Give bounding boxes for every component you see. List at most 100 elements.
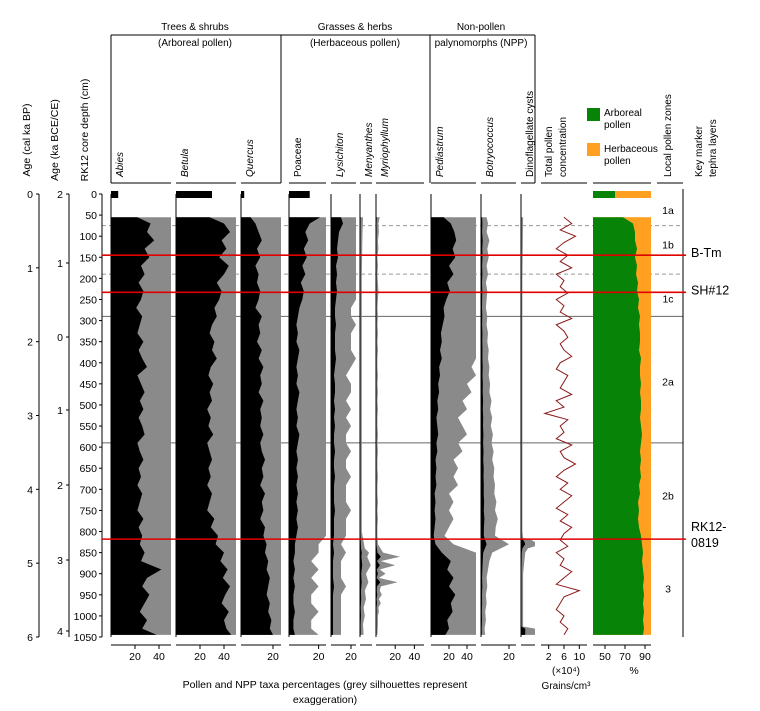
depth-tick-label: 600 <box>79 442 97 454</box>
taxa-name: Lysichiton <box>335 132 346 177</box>
taxa-curve <box>331 217 343 635</box>
x-axis-label-line2: exaggeration) <box>293 694 357 706</box>
depth-tick-label: 400 <box>79 358 97 370</box>
legend-label-herbaceous-2: pollen <box>604 156 631 167</box>
taxa-name: Menyanthes <box>364 123 375 177</box>
legend-swatch-herbaceous <box>587 143 600 156</box>
zone-label: 2a <box>662 377 674 389</box>
zone-label: 1c <box>662 294 673 306</box>
taxa-tick-label: 20 <box>503 651 515 663</box>
depth-tick-label: 700 <box>79 484 97 496</box>
taxa-curves-layer <box>111 191 651 636</box>
age-bp-tick-label: 0 <box>27 189 33 201</box>
taxa-exaggerated-silhouette <box>289 217 326 635</box>
age-bp-tick-label: 1 <box>27 263 33 275</box>
taxa-tick-label: 20 <box>313 651 325 663</box>
age-bce-tick-label: 1 <box>57 258 63 270</box>
surface-sample-bar <box>289 191 310 198</box>
zones-title: Local pollen zones <box>663 94 674 177</box>
depth-axis-label: RK12 core depth (cm) <box>79 79 91 182</box>
group-subtitle: (Herbaceous pollen) <box>310 38 400 49</box>
taxa-name: Myriophyllum <box>380 118 391 177</box>
arboreal-area <box>593 217 644 635</box>
x-axis-label-line1: Pollen and NPP taxa percentages (grey si… <box>183 679 468 691</box>
concentration-tick-label: 10 <box>573 651 585 663</box>
depth-tick-label: 0 <box>91 189 97 201</box>
taxa-tick-label: 20 <box>267 651 279 663</box>
depth-tick-label: 650 <box>79 463 97 475</box>
depth-tick-label: 150 <box>79 252 97 264</box>
taxa-name: Quercus <box>245 139 256 177</box>
age-bce-tick-label: 0 <box>57 332 63 344</box>
group-title: Grasses & herbs <box>318 22 392 33</box>
concentration-tick-label: 2 <box>546 651 552 663</box>
surface-sample-bar <box>241 191 245 198</box>
legend-swatch-arboreal <box>587 108 600 121</box>
tephra-label: SH#12 <box>691 283 729 297</box>
taxa-name: Pediastrum <box>435 126 446 177</box>
surface-arboreal-bar <box>593 191 615 198</box>
axes-layer <box>36 34 684 649</box>
taxa-exaggerated-silhouette <box>331 217 356 635</box>
concentration-tick-label: 6 <box>561 651 567 663</box>
concentration-unit: (×10⁴) <box>552 666 580 677</box>
tephra-label: 0819 <box>691 536 719 550</box>
taxa-curve <box>241 217 273 635</box>
taxa-tick-label: 40 <box>409 651 421 663</box>
legend-label-arboreal-2: pollen <box>604 120 631 131</box>
depth-tick-label: 250 <box>79 294 97 306</box>
concentration-curve <box>543 216 581 636</box>
taxa-tick-label: 20 <box>389 651 401 663</box>
depth-tick-label: 200 <box>79 273 97 285</box>
zone-label: 1a <box>662 205 674 217</box>
taxa-name: Dinoflagellate cysts <box>525 91 536 177</box>
taxa-tick-label: 20 <box>345 651 357 663</box>
surface-herbaceous-bar <box>615 191 651 198</box>
depth-tick-label: 950 <box>79 590 97 602</box>
taxa-curve <box>289 217 321 635</box>
group-title: Trees & shrubs <box>161 22 228 33</box>
tephra-layer: B-Tm SH#12 RK12- 0819 <box>102 246 729 550</box>
age-bp-axis-label: Age (cal ka BP) <box>21 104 33 177</box>
depth-tick-label: 450 <box>79 379 97 391</box>
age-bp-tick-label: 5 <box>27 558 33 570</box>
depth-tick-label: 300 <box>79 316 97 328</box>
zone-label: 3 <box>665 583 671 595</box>
age-bp-tick-label: 4 <box>27 484 33 496</box>
taxa-tick-label: 20 <box>194 651 206 663</box>
taxa-name: Botryococcus <box>485 117 496 177</box>
tephra-label: RK12- <box>691 520 726 534</box>
taxa-exaggerated-silhouette <box>521 217 535 635</box>
depth-tick-label: 800 <box>79 527 97 539</box>
age-bce-tick-label: 3 <box>57 555 63 567</box>
age-bce-tick-label: 2 <box>57 480 63 492</box>
concentration-title-line2: concentration <box>558 117 569 177</box>
taxa-name: Abies <box>115 152 126 178</box>
taxa-name: Poaceae <box>293 137 304 177</box>
taxa-curve <box>111 217 162 635</box>
concentration-label: Grains/cm³ <box>542 681 592 692</box>
surface-sample-bar <box>176 191 212 198</box>
taxa-name: Betula <box>180 148 191 177</box>
group-title: Non-pollen <box>457 22 505 33</box>
age-bce-axis-label: Age (ka BCE/CE) <box>49 99 61 181</box>
taxa-tick-label: 40 <box>218 651 230 663</box>
taxa-exaggerated-silhouette <box>376 217 400 635</box>
depth-tick-label: 1000 <box>74 611 98 623</box>
taxa-tick-label: 20 <box>129 651 141 663</box>
concentration-title-line1: Total pollen <box>544 126 555 177</box>
age-bp-tick-label: 3 <box>27 411 33 423</box>
depth-tick-label: 550 <box>79 421 97 433</box>
taxa-curve <box>431 217 457 635</box>
group-subtitle: (Arboreal pollen) <box>158 38 232 49</box>
ratio-unit-label: % <box>629 665 638 677</box>
taxa-tick-label: 40 <box>461 651 473 663</box>
age-bce-tick-label: 1 <box>57 405 63 417</box>
surface-sample-bar <box>111 191 119 198</box>
tephra-title-line1: Key marker <box>694 125 705 177</box>
depth-tick-label: 50 <box>85 210 97 222</box>
legend-label-arboreal: Arboreal <box>604 108 642 119</box>
taxa-exaggerated-silhouette <box>360 217 371 635</box>
age-bce-tick-label: 2 <box>57 189 63 201</box>
